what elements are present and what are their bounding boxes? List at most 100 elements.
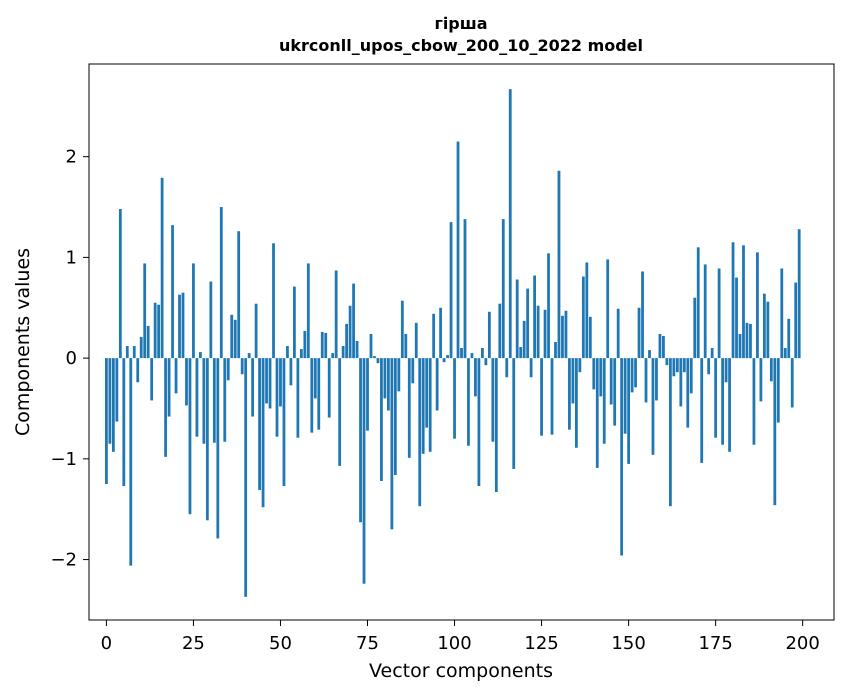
bar bbox=[717, 268, 721, 359]
x-axis-ticks: 0 25 50 75 100 125 150 175 200 bbox=[101, 620, 820, 654]
bar bbox=[362, 358, 366, 584]
bar bbox=[616, 308, 620, 359]
x-tick-label: 175 bbox=[698, 633, 732, 654]
bar bbox=[696, 247, 700, 359]
bar bbox=[550, 358, 554, 435]
bar bbox=[637, 307, 641, 359]
bar bbox=[794, 282, 798, 359]
bar bbox=[157, 304, 161, 359]
bar bbox=[494, 358, 498, 493]
y-tick-label: −2 bbox=[50, 550, 77, 571]
bar bbox=[588, 316, 592, 359]
bar bbox=[414, 322, 418, 359]
bar bbox=[261, 358, 265, 508]
bar bbox=[522, 320, 526, 359]
bar bbox=[334, 270, 338, 359]
bar bbox=[491, 358, 495, 442]
bar bbox=[432, 313, 436, 359]
bar bbox=[630, 358, 634, 393]
bar bbox=[515, 279, 519, 359]
bar bbox=[742, 245, 745, 359]
bar bbox=[199, 352, 202, 359]
bar bbox=[439, 307, 443, 359]
bar bbox=[286, 346, 289, 359]
bar bbox=[181, 292, 185, 359]
bar bbox=[561, 315, 564, 359]
bar bbox=[338, 358, 342, 466]
bar bbox=[244, 358, 248, 597]
bar bbox=[581, 276, 585, 359]
bar bbox=[585, 262, 589, 359]
y-tick-label: 1 bbox=[66, 247, 77, 268]
bar bbox=[787, 318, 791, 359]
bar bbox=[662, 335, 665, 359]
bar bbox=[724, 358, 728, 383]
bar bbox=[171, 225, 174, 359]
bar bbox=[783, 348, 787, 359]
x-tick-label: 200 bbox=[785, 633, 819, 654]
bar bbox=[627, 358, 630, 464]
bar bbox=[421, 358, 425, 454]
bar bbox=[501, 219, 505, 359]
bar bbox=[456, 141, 460, 359]
bar bbox=[115, 358, 119, 422]
bar bbox=[623, 358, 627, 434]
bar bbox=[703, 264, 707, 359]
bar bbox=[707, 358, 711, 375]
bar bbox=[205, 358, 209, 521]
y-tick-label: 0 bbox=[66, 348, 77, 369]
bar bbox=[446, 355, 449, 359]
bar bbox=[400, 300, 404, 359]
bar bbox=[578, 358, 582, 373]
bar bbox=[592, 358, 596, 390]
bar bbox=[317, 358, 321, 430]
x-tick-label: 75 bbox=[356, 633, 379, 654]
bar bbox=[268, 358, 272, 409]
bar bbox=[195, 358, 199, 437]
bar bbox=[411, 358, 415, 384]
bar bbox=[442, 358, 446, 363]
bar bbox=[209, 281, 213, 359]
bar bbox=[769, 358, 773, 382]
bar bbox=[226, 358, 230, 381]
bar bbox=[185, 358, 188, 406]
bar bbox=[418, 358, 422, 507]
bar bbox=[178, 294, 181, 359]
bar bbox=[693, 297, 697, 359]
bar bbox=[212, 358, 216, 443]
y-tick-label: −1 bbox=[50, 449, 77, 470]
bar bbox=[404, 333, 408, 359]
chart-title-line-2: ukrconll_upos_cbow_200_10_2022 model bbox=[279, 36, 643, 55]
bar bbox=[355, 340, 359, 359]
chart-title-line-1: гірша bbox=[434, 14, 487, 33]
bar bbox=[407, 358, 411, 458]
bar bbox=[393, 358, 397, 475]
bar bbox=[651, 358, 655, 455]
bar bbox=[449, 222, 453, 359]
bar bbox=[313, 358, 317, 399]
bar bbox=[780, 268, 784, 359]
bar bbox=[428, 358, 432, 452]
bar bbox=[272, 243, 275, 359]
bar bbox=[508, 89, 512, 359]
bar bbox=[470, 353, 474, 359]
bar bbox=[380, 358, 383, 481]
bar bbox=[320, 331, 324, 359]
bar bbox=[574, 358, 578, 448]
bar bbox=[505, 358, 509, 378]
bar bbox=[202, 358, 206, 444]
bar bbox=[634, 358, 637, 388]
bar bbox=[689, 358, 693, 394]
bar bbox=[146, 325, 150, 359]
bar bbox=[251, 358, 255, 417]
x-tick-label: 25 bbox=[182, 633, 205, 654]
bar bbox=[453, 358, 456, 439]
bar bbox=[710, 348, 714, 359]
bar bbox=[644, 358, 648, 403]
bar bbox=[118, 209, 122, 359]
bar bbox=[665, 358, 669, 366]
bar bbox=[463, 219, 467, 359]
bar bbox=[498, 303, 502, 359]
bar bbox=[467, 358, 470, 446]
bar bbox=[487, 311, 491, 359]
